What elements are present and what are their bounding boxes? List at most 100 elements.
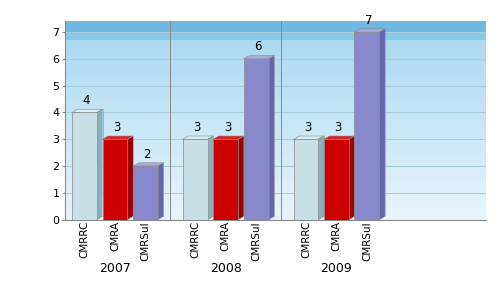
Bar — [65, 21, 486, 40]
Bar — [65, 109, 486, 112]
Text: 2009: 2009 — [321, 263, 352, 275]
Bar — [65, 156, 486, 159]
Polygon shape — [349, 136, 354, 220]
Text: 4: 4 — [83, 94, 90, 107]
Bar — [65, 74, 486, 77]
Text: 2008: 2008 — [210, 263, 241, 275]
Bar — [65, 128, 486, 131]
Bar — [355, 32, 379, 220]
Bar — [65, 121, 486, 124]
Bar — [65, 84, 486, 86]
Bar — [65, 210, 486, 213]
Bar — [65, 145, 486, 147]
Bar — [65, 199, 486, 201]
Bar — [65, 114, 486, 117]
Polygon shape — [324, 136, 354, 139]
Polygon shape — [183, 136, 213, 139]
Text: 3: 3 — [223, 121, 231, 134]
Bar — [65, 178, 486, 180]
Polygon shape — [127, 136, 133, 220]
Bar — [65, 105, 486, 107]
Bar — [183, 139, 208, 220]
Bar — [103, 139, 127, 220]
Bar — [65, 88, 486, 91]
Bar — [65, 213, 486, 215]
Bar — [65, 102, 486, 105]
Bar — [65, 133, 486, 135]
Bar — [65, 182, 486, 185]
Bar — [65, 149, 486, 152]
Bar — [65, 51, 486, 53]
Bar — [65, 161, 486, 163]
Bar — [65, 58, 486, 60]
Bar — [65, 39, 486, 41]
Bar — [65, 65, 486, 67]
Text: 3: 3 — [113, 121, 120, 134]
Polygon shape — [243, 56, 274, 59]
Bar — [65, 166, 486, 168]
Bar — [65, 32, 486, 34]
Bar — [72, 113, 97, 220]
Bar — [133, 166, 158, 220]
Bar — [65, 126, 486, 128]
Polygon shape — [208, 136, 213, 220]
Bar — [213, 139, 238, 220]
Polygon shape — [238, 136, 243, 220]
Bar — [65, 173, 486, 175]
Bar — [65, 46, 486, 48]
Bar — [65, 95, 486, 98]
Bar — [65, 196, 486, 199]
Polygon shape — [97, 109, 103, 220]
Text: 3: 3 — [193, 121, 200, 134]
Bar — [324, 139, 349, 220]
Bar — [65, 217, 486, 220]
Polygon shape — [72, 109, 103, 113]
Bar — [65, 203, 486, 206]
Bar — [65, 44, 486, 46]
Bar — [65, 168, 486, 170]
Bar — [65, 201, 486, 203]
Bar — [65, 107, 486, 109]
Bar — [65, 41, 486, 44]
Bar — [65, 192, 486, 194]
Polygon shape — [355, 29, 385, 32]
Bar — [65, 185, 486, 187]
Text: 3: 3 — [335, 121, 342, 134]
Bar — [65, 67, 486, 70]
Polygon shape — [319, 136, 324, 220]
Bar — [65, 208, 486, 210]
Bar — [65, 135, 486, 138]
Text: 2: 2 — [143, 148, 151, 161]
Bar — [65, 170, 486, 173]
Bar — [65, 56, 486, 58]
Bar — [65, 140, 486, 142]
Bar — [65, 154, 486, 156]
Text: 7: 7 — [365, 14, 372, 27]
Polygon shape — [103, 136, 133, 139]
Bar — [294, 139, 319, 220]
Bar — [65, 53, 486, 56]
Bar — [65, 180, 486, 182]
Bar — [65, 206, 486, 208]
Bar — [65, 91, 486, 93]
Bar — [65, 77, 486, 79]
Bar — [65, 112, 486, 114]
Bar — [65, 86, 486, 88]
Bar — [65, 79, 486, 81]
Bar — [65, 175, 486, 178]
Text: 2007: 2007 — [99, 263, 131, 275]
Bar — [65, 72, 486, 74]
Bar — [65, 117, 486, 119]
Bar — [65, 34, 486, 37]
Bar — [65, 60, 486, 63]
Bar — [65, 119, 486, 121]
Bar — [65, 93, 486, 95]
Polygon shape — [269, 56, 274, 220]
Bar — [65, 100, 486, 102]
Text: 3: 3 — [304, 121, 311, 134]
Bar — [65, 189, 486, 192]
Bar — [65, 48, 486, 51]
Bar — [65, 138, 486, 140]
Bar — [65, 163, 486, 166]
Bar — [65, 70, 486, 72]
